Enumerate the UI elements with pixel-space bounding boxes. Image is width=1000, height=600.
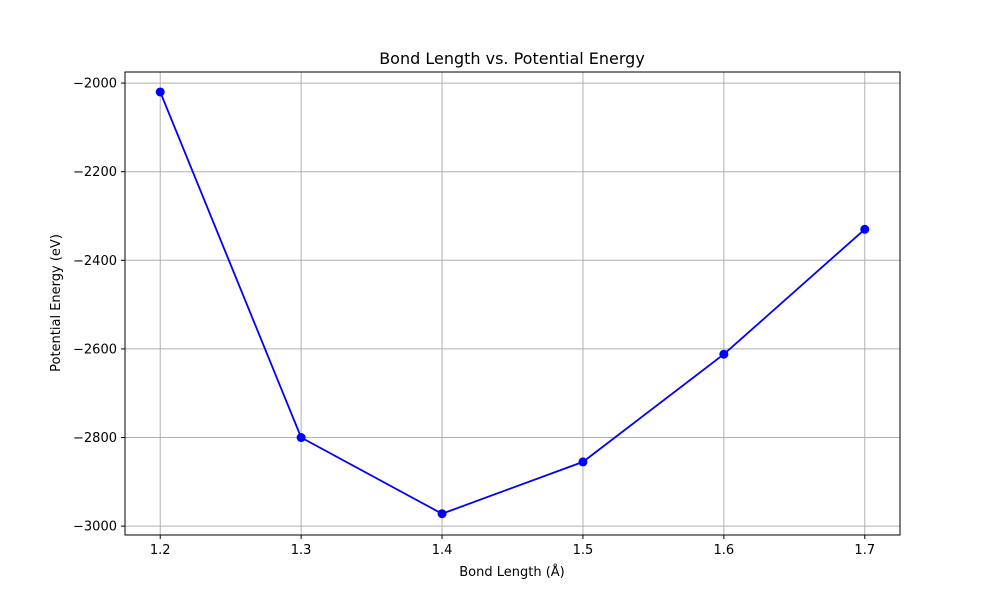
series-layer	[155, 87, 870, 519]
data-point	[296, 433, 306, 443]
x-tick-label: 1.6	[714, 543, 735, 558]
y-tick-label: −3000	[73, 520, 117, 535]
x-tick-label: 1.4	[432, 543, 453, 558]
y-tick-label: −2800	[73, 431, 117, 446]
data-point	[155, 87, 165, 97]
x-axis-label: Bond Length (Å)	[459, 564, 565, 580]
series-line	[159, 91, 866, 515]
y-tick-label: −2600	[73, 342, 117, 357]
x-tick-label: 1.5	[573, 543, 594, 558]
plot-frame	[124, 71, 901, 536]
x-tick-label: 1.3	[291, 543, 312, 558]
chart-title: Bond Length vs. Potential Energy	[379, 49, 645, 68]
y-tick-label: −2200	[73, 165, 117, 180]
grid-lines	[125, 72, 900, 535]
y-axis-label: Potential Energy (eV)	[49, 234, 64, 372]
y-tick-label: −2400	[73, 254, 117, 269]
data-point	[437, 509, 447, 519]
x-tick-label: 1.2	[150, 543, 171, 558]
data-point	[860, 224, 870, 234]
data-point	[719, 349, 729, 359]
x-tick-label: 1.7	[854, 543, 875, 558]
y-axis-ticks: −3000 −2800 −2600 −2400 −2200 −2000	[73, 77, 125, 535]
data-point	[578, 457, 588, 467]
x-axis-ticks: 1.2 1.3 1.4 1.5 1.6 1.7	[150, 535, 875, 558]
y-tick-label: −2000	[73, 77, 117, 92]
